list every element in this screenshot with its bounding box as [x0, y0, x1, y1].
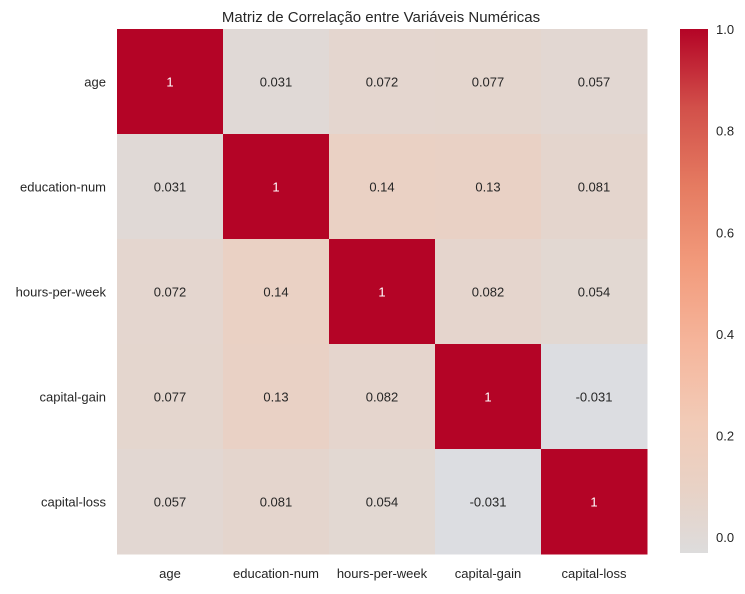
heatmap-cell [223, 29, 330, 135]
cell-annotation: 0.057 [154, 495, 187, 510]
x-tick-label: capital-gain [455, 566, 522, 581]
heatmap-cell [329, 344, 436, 450]
heatmap-cell [541, 344, 648, 450]
y-tick-label: education-num [20, 180, 106, 195]
x-tick-label: hours-per-week [337, 566, 428, 581]
heatmap-annotations: 1 0.031 0.072 0.077 0.057 0.031 1 0.14 0.13 0.081… [154, 75, 613, 510]
heatmap-cell [223, 239, 330, 345]
y-tick-label: hours-per-week [16, 285, 107, 300]
cell-annotation: 0.081 [260, 495, 293, 510]
cell-annotation: 0.054 [578, 285, 611, 300]
heatmap-cell [329, 449, 436, 555]
cell-annotation: 0.054 [366, 495, 399, 510]
heatmap-cell [435, 239, 542, 345]
heatmap-cell [435, 134, 542, 240]
cell-annotation: 0.072 [366, 75, 399, 90]
colorbar-gradient [680, 29, 708, 553]
x-axis-tick-labels: age education-num hours-per-week capital-ga… [159, 566, 627, 581]
heatmap-cell [435, 344, 542, 450]
heatmap-cell [117, 344, 224, 450]
heatmap-cell [435, 449, 542, 555]
heatmap-cell [329, 239, 436, 345]
colorbar-ticks: 0.0 0.2 0.4 0.6 0.8 1.0 [716, 22, 734, 545]
chart-title: Matriz de Correlação entre Variáveis Num… [222, 9, 540, 26]
heatmap-cell [117, 239, 224, 345]
heatmap-cell [541, 29, 648, 135]
y-tick-label: capital-loss [41, 495, 107, 510]
heatmap-cells [117, 29, 648, 555]
cell-annotation: 0.14 [263, 285, 288, 300]
heatmap-cell [117, 29, 224, 135]
cell-annotation: 0.081 [578, 180, 611, 195]
heatmap-cell [541, 449, 648, 555]
heatmap-cell [541, 134, 648, 240]
colorbar-tick-label: 1.0 [716, 22, 734, 37]
cell-annotation: 0.031 [154, 180, 187, 195]
heatmap-cell [223, 344, 330, 450]
y-tick-label: age [84, 75, 106, 90]
heatmap-cell [117, 449, 224, 555]
heatmap-cell [541, 239, 648, 345]
heatmap-cell [223, 134, 330, 240]
cell-annotation: -0.031 [576, 390, 613, 405]
cell-annotation: 0.14 [369, 180, 394, 195]
cell-annotation: 1 [590, 495, 597, 510]
colorbar: 0.0 0.2 0.4 0.6 0.8 1.0 [680, 22, 734, 553]
cell-annotation: 1 [378, 285, 385, 300]
heatmap-cell [435, 29, 542, 135]
heatmap-cell [329, 134, 436, 240]
heatmap-cell [329, 29, 436, 135]
cell-annotation: 0.082 [366, 390, 399, 405]
cell-annotation: 0.072 [154, 285, 187, 300]
cell-annotation: 1 [484, 390, 491, 405]
colorbar-tick-label: 0.2 [716, 429, 734, 444]
colorbar-tick-label: 0.8 [716, 124, 734, 139]
cell-annotation: 0.13 [263, 390, 288, 405]
y-axis-tick-labels: age education-num hours-per-week capital-ga… [16, 75, 107, 510]
x-tick-label: capital-loss [561, 566, 627, 581]
cell-annotation: 0.077 [154, 390, 187, 405]
heatmap-cell [223, 449, 330, 555]
cell-annotation: -0.031 [470, 495, 507, 510]
cell-annotation: 0.082 [472, 285, 505, 300]
cell-annotation: 0.057 [578, 75, 611, 90]
x-tick-label: education-num [233, 566, 319, 581]
heatmap-cell [117, 134, 224, 240]
colorbar-tick-label: 0.6 [716, 225, 734, 240]
colorbar-tick-label: 0.4 [716, 327, 734, 342]
cell-annotation: 1 [166, 75, 173, 90]
cell-annotation: 1 [272, 180, 279, 195]
cell-annotation: 0.077 [472, 75, 505, 90]
cell-annotation: 0.031 [260, 75, 293, 90]
cell-annotation: 0.13 [475, 180, 500, 195]
colorbar-tick-label: 0.0 [716, 530, 734, 545]
y-tick-label: capital-gain [40, 390, 107, 405]
x-tick-label: age [159, 566, 181, 581]
